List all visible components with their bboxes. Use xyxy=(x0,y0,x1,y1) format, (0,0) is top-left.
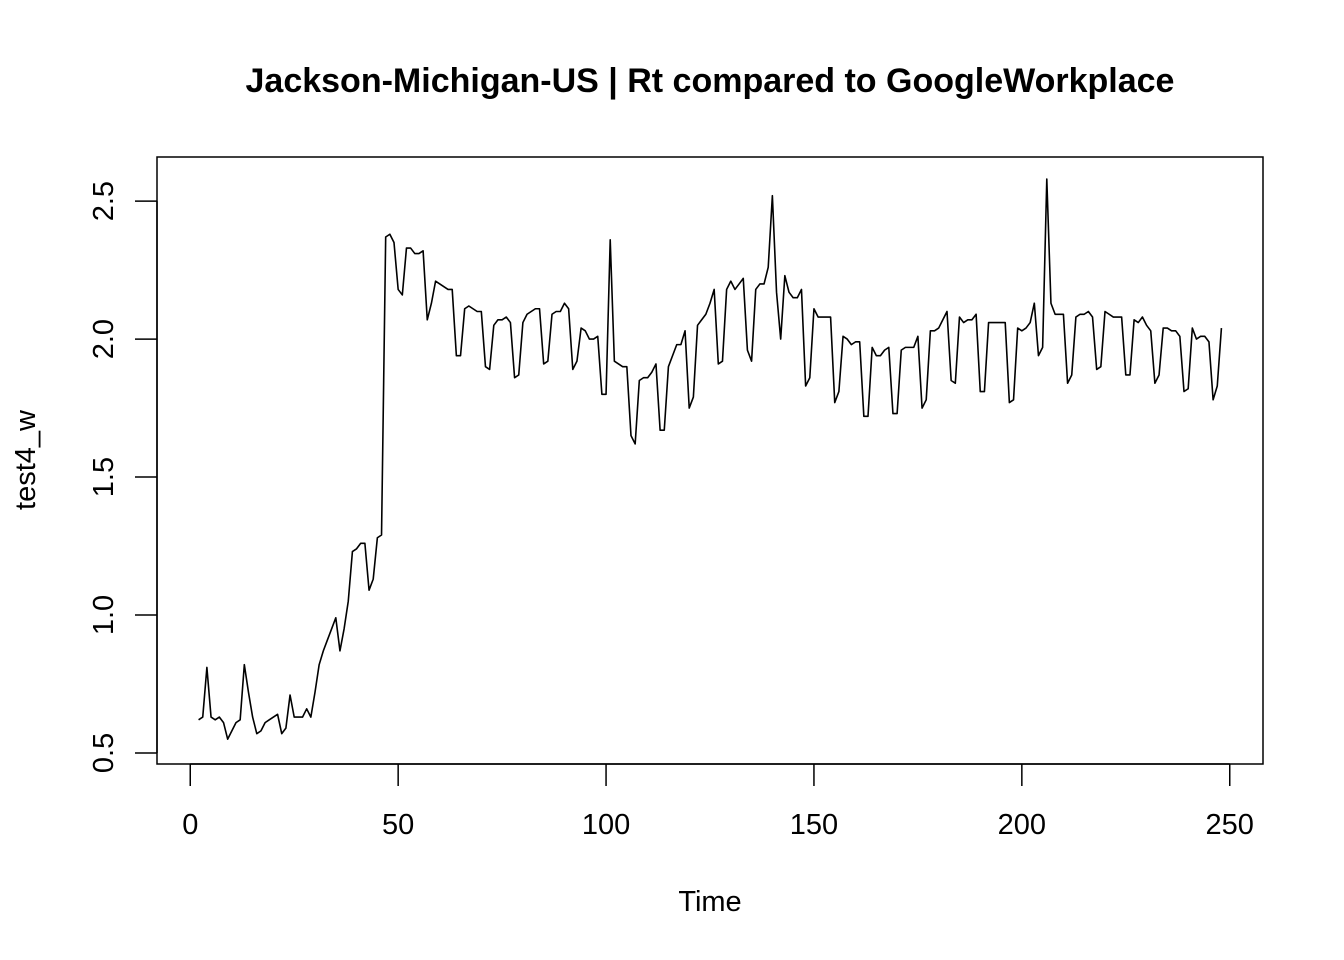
y-tick-label: 2.0 xyxy=(88,319,120,359)
y-tick-label: 1.5 xyxy=(88,457,120,497)
x-axis: 0 50 100 150 200 250 xyxy=(182,763,1254,841)
series-line xyxy=(198,178,1223,740)
x-tick-label: 150 xyxy=(790,809,838,841)
y-tick-label: 1.0 xyxy=(88,595,120,635)
chart-title: Jackson-Michigan-US | Rt compared to Goo… xyxy=(246,62,1175,100)
x-tick-label: 200 xyxy=(998,809,1046,841)
x-tick-label: 50 xyxy=(382,809,414,841)
x-tick-label: 0 xyxy=(182,809,198,841)
x-tick-label: 100 xyxy=(582,809,630,841)
plot-frame xyxy=(156,156,1264,765)
y-tick-label: 0.5 xyxy=(88,733,120,773)
x-tick-label: 250 xyxy=(1206,809,1254,841)
y-axis: 0.5 1.0 1.5 2.0 2.5 xyxy=(88,181,158,773)
y-axis-label: test4_w xyxy=(10,409,42,510)
x-axis-label: Time xyxy=(678,886,741,918)
y-tick-label: 2.5 xyxy=(88,181,120,221)
